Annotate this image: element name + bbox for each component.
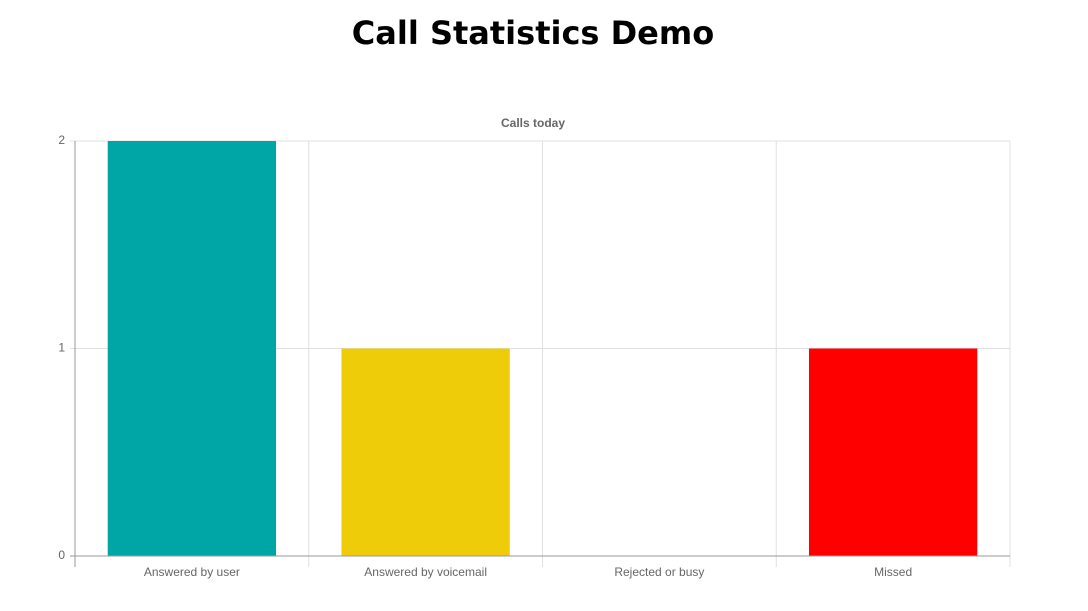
x-tick-label: Missed xyxy=(874,565,912,579)
y-tick-label: 1 xyxy=(58,341,65,355)
bar xyxy=(107,141,277,556)
page-title: Call Statistics Demo xyxy=(351,14,715,52)
bar xyxy=(341,348,510,556)
y-tick-label: 2 xyxy=(58,133,65,147)
bar xyxy=(808,348,978,556)
chart-title: Calls today xyxy=(501,116,565,130)
y-tick-label: 0 xyxy=(58,548,65,562)
x-tick-label: Answered by voicemail xyxy=(364,565,487,579)
x-tick-label: Answered by user xyxy=(144,565,240,579)
x-tick-label: Rejected or busy xyxy=(614,565,704,579)
